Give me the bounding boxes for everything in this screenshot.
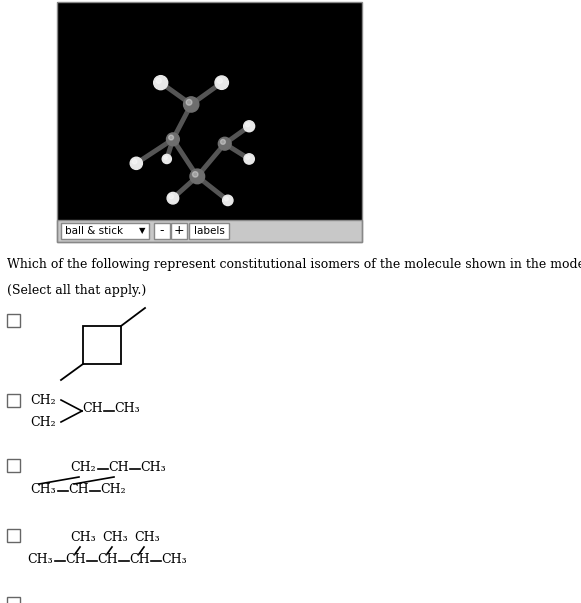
Text: CH₃: CH₃ — [102, 531, 128, 544]
Text: CH₃: CH₃ — [114, 402, 139, 415]
Circle shape — [184, 97, 199, 112]
Bar — [57, 2, 362, 220]
Circle shape — [246, 122, 250, 127]
Text: CH₂: CH₂ — [30, 416, 56, 429]
Circle shape — [218, 137, 231, 150]
Circle shape — [186, 99, 192, 105]
Circle shape — [164, 156, 167, 159]
Text: (Select all that apply.): (Select all that apply.) — [7, 284, 146, 297]
Circle shape — [167, 192, 179, 204]
Bar — [7, 314, 20, 327]
Circle shape — [154, 75, 168, 90]
Circle shape — [215, 76, 228, 89]
Text: +: + — [174, 224, 184, 238]
Bar — [7, 597, 20, 603]
Text: ball & stick: ball & stick — [65, 226, 123, 236]
Bar — [7, 529, 20, 542]
Text: Which of the following represent constitutional isomers of the molecule shown in: Which of the following represent constit… — [7, 258, 581, 271]
FancyBboxPatch shape — [61, 223, 149, 239]
Circle shape — [221, 139, 225, 144]
Circle shape — [156, 78, 162, 83]
Text: CH₃: CH₃ — [161, 553, 187, 566]
Bar — [57, 220, 362, 242]
Circle shape — [244, 154, 254, 164]
Circle shape — [168, 135, 174, 140]
Text: CH: CH — [108, 461, 128, 474]
Circle shape — [132, 159, 137, 164]
Circle shape — [223, 195, 233, 206]
Circle shape — [192, 172, 198, 177]
Circle shape — [224, 197, 228, 201]
Circle shape — [190, 169, 205, 184]
Text: ▼: ▼ — [139, 227, 145, 236]
Text: CH₃: CH₃ — [27, 553, 53, 566]
Text: CH: CH — [68, 483, 89, 496]
Circle shape — [217, 78, 223, 83]
Text: CH₃: CH₃ — [30, 483, 56, 496]
FancyBboxPatch shape — [154, 223, 170, 239]
Text: CH₃: CH₃ — [70, 531, 96, 544]
Bar — [57, 2, 362, 242]
Bar — [83, 326, 121, 364]
Text: CH: CH — [65, 553, 85, 566]
Text: CH₂: CH₂ — [100, 483, 125, 496]
Text: CH₃: CH₃ — [134, 531, 160, 544]
FancyBboxPatch shape — [189, 223, 229, 239]
Circle shape — [246, 156, 250, 159]
FancyBboxPatch shape — [171, 223, 187, 239]
Text: CH: CH — [129, 553, 150, 566]
Text: CH₃: CH₃ — [140, 461, 166, 474]
Bar — [7, 394, 20, 407]
Circle shape — [243, 121, 254, 131]
Text: CH: CH — [97, 553, 117, 566]
Circle shape — [169, 194, 174, 199]
Text: CH₂: CH₂ — [70, 461, 96, 474]
Circle shape — [130, 157, 142, 169]
Bar — [7, 459, 20, 472]
Text: CH₂: CH₂ — [30, 394, 56, 407]
Text: -: - — [160, 224, 164, 238]
Text: labels: labels — [193, 226, 224, 236]
Circle shape — [167, 133, 180, 146]
Circle shape — [162, 154, 171, 163]
Text: CH: CH — [82, 402, 103, 415]
